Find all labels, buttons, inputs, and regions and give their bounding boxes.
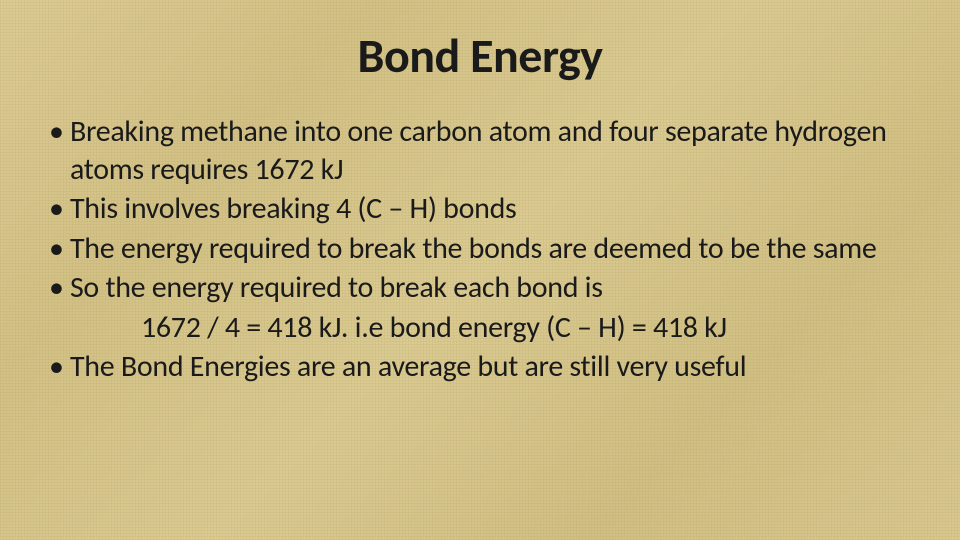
bullet-text: The Bond Energies are an average but are…	[70, 348, 746, 386]
bullet-item: • The Bond Energies are an average but a…	[49, 348, 915, 386]
bullet-text: The energy required to break the bonds a…	[70, 230, 877, 268]
bullet-text: Breaking methane into one carbon atom an…	[70, 113, 915, 188]
bullet-item: • Breaking methane into one carbon atom …	[49, 113, 915, 188]
bullet-item: • The energy required to break the bonds…	[49, 230, 915, 268]
bullet-marker-icon: •	[49, 230, 64, 268]
bullet-marker-icon: •	[49, 190, 64, 228]
bullet-item: • This involves breaking 4 (C – H) bonds	[49, 190, 915, 228]
bullet-marker-icon: •	[49, 113, 64, 151]
slide-container: Bond Energy • Breaking methane into one …	[0, 0, 960, 540]
bullet-text: This involves breaking 4 (C – H) bonds	[70, 190, 517, 228]
bullet-marker-icon: •	[49, 348, 64, 386]
slide-title: Bond Energy	[45, 26, 915, 85]
bullet-marker-icon: •	[49, 269, 64, 307]
calculation-line: 1672 / 4 = 418 kJ. i.e bond energy (C – …	[49, 309, 915, 347]
slide-content: • Breaking methane into one carbon atom …	[45, 113, 915, 386]
bullet-item: • So the energy required to break each b…	[49, 269, 915, 307]
bullet-text: So the energy required to break each bon…	[70, 269, 603, 307]
